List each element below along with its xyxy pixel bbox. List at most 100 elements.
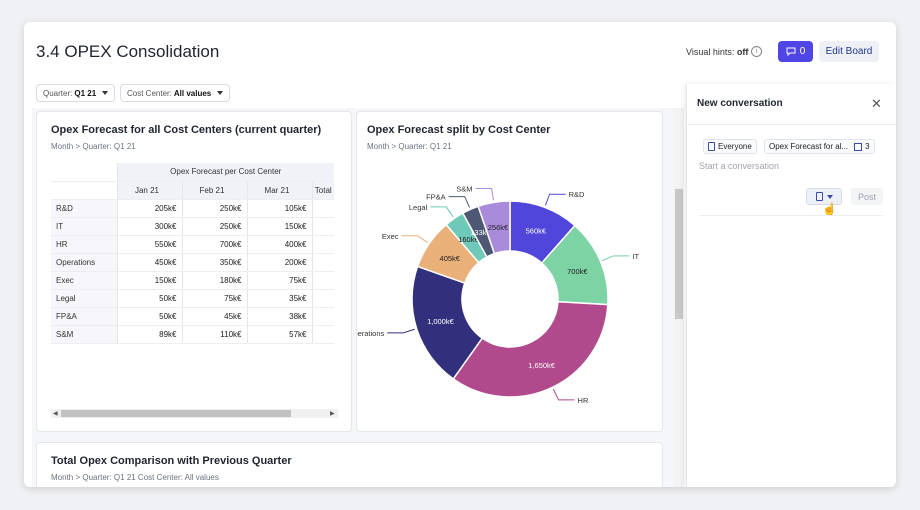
column-header[interactable]: Feb 21 [182,181,248,200]
column-header[interactable]: Total [312,181,334,200]
dashboard-canvas: Opex Forecast for all Cost Centers (curr… [32,108,684,487]
table-cell: 250k€ [182,217,248,236]
row-label: R&D [51,199,118,218]
filter-cost-center-value: All values [173,88,212,98]
table-cell: 75k€ [182,289,248,308]
donut-chart: 560k€ R&D 700k€ IT 1,650k€ HR 1,000k€ Operation… [357,185,639,405]
table-cell: 110k€ [182,325,248,344]
table-cell [312,307,334,326]
scrollbar-thumb[interactable] [61,410,291,417]
post-button[interactable]: Post [851,188,883,205]
column-header[interactable]: Jan 21 [117,181,183,200]
slice-value-label: 1,000k€ [427,317,455,326]
filter-quarter-value: Q1 21 [74,88,97,98]
table-cell: 150k€ [117,271,183,290]
comment-icon [786,47,796,56]
context-chip-count: 3 [865,142,870,151]
conversation-input[interactable]: Start a conversation [699,161,780,171]
visual-hints-toggle[interactable]: Visual hints: off [686,47,748,57]
close-icon[interactable]: ✕ [871,96,882,111]
comparison-card: Total Opex Comparison with Previous Quar… [36,442,663,487]
leader-line [401,235,428,243]
table-cell: 450k€ [117,253,183,272]
audience-chip-label: Everyone [718,142,752,151]
slice-category-label: S&M [456,185,472,194]
slice-value-label: 160k€ [458,235,479,244]
edit-board-button[interactable]: Edit Board [819,41,879,62]
comparison-card-subtitle: Month > Quarter: Q1 21 Cost Center: All … [51,473,219,482]
donut-card: Opex Forecast split by Cost Center Month… [356,111,663,432]
slice-category-label: HR [578,396,589,405]
slice-category-label: FP&A [426,193,446,202]
filter-quarter[interactable]: Quarter: Q1 21 [36,84,116,102]
table-row: IT 300k€ 250k€ 150k€ [51,217,334,236]
divider [699,215,883,216]
table-row: S&M 89k€ 110k€ 57k€ [51,325,334,344]
dashboard-vertical-scrollbar[interactable] [674,108,684,487]
comments-count: 0 [799,46,806,57]
table-cell: 50k€ [117,307,183,326]
table-cell [312,271,334,290]
table-cell: 57k€ [247,325,313,344]
donut-slice[interactable] [411,265,484,380]
filter-cost-center-key: Cost Center: [127,88,172,98]
scroll-left-icon[interactable]: ◀ [53,411,58,417]
scrollbar-thumb[interactable] [675,189,683,319]
row-label: FP&A [51,307,118,326]
leader-line [552,388,575,401]
visual-hints-value: off [736,47,749,57]
table-row: R&D 205k€ 250k€ 105k€ [51,199,334,218]
table-cell [312,325,334,344]
leader-line [602,255,630,261]
table-cell: 150k€ [247,217,313,236]
document-icon [708,142,715,151]
donut-card-title: Opex Forecast split by Cost Center [367,124,551,136]
table-row: FP&A 50k€ 45k€ 38k€ [51,307,334,326]
leader-line [475,188,495,201]
table-horizontal-scrollbar[interactable]: ◀ ▶ [51,409,338,418]
table-cell: 550k€ [117,235,183,254]
scroll-right-icon[interactable]: ▶ [330,411,335,417]
slice-value-label: 405k€ [440,254,461,263]
table-cell [312,289,334,308]
table-row: Legal 50k€ 75k€ 35k€ [51,289,334,308]
table-cell: 700k€ [182,235,248,254]
slice-value-label: 133k€ [470,228,491,237]
table-cell: 50k€ [117,289,183,308]
donut-slice[interactable] [477,200,511,255]
attach-button[interactable] [806,188,842,205]
filter-quarter-key: Quarter: [43,88,73,98]
slice-category-label: Legal [409,203,428,212]
table-cell: 75k€ [247,271,313,290]
comments-button[interactable]: 0 [778,41,813,62]
table-cell: 180k€ [182,271,248,290]
context-chip[interactable]: Opex Forecast for al... 3 [764,139,875,154]
table-row: HR 550k€ 700k€ 400k€ [51,235,334,254]
table-cell [312,235,334,254]
slice-category-label: IT [632,252,639,261]
document-icon [815,192,823,201]
table-group-header: Opex Forecast per Cost Center [117,163,334,182]
leader-line [448,196,470,208]
table-cell: 250k€ [182,199,248,218]
leader-line [430,206,454,218]
filter-cost-center[interactable]: Cost Center: All values [120,84,231,102]
slice-value-label: 256k€ [488,223,509,232]
table-cell: 38k€ [247,307,313,326]
table-cell: 89k€ [117,325,183,344]
column-header[interactable]: Mar 21 [247,181,313,200]
table-cell: 35k€ [247,289,313,308]
board-title: 3.4 OPEX Consolidation [36,42,220,61]
info-icon[interactable]: i [751,46,762,57]
table-corner [51,181,118,200]
donut-slice[interactable] [452,300,609,398]
slice-value-label: 1,650k€ [528,361,556,370]
audience-chip[interactable]: Everyone [703,139,757,154]
slice-value-label: 560k€ [526,227,547,236]
table-cell: 300k€ [117,217,183,236]
slice-category-label: R&D [569,190,585,199]
table-cell: 350k€ [182,253,248,272]
slice-category-label: Exec [382,232,399,241]
table-cell [312,253,334,272]
pivot-table: Opex Forecast per Cost Center Jan 21 Feb… [51,163,334,344]
